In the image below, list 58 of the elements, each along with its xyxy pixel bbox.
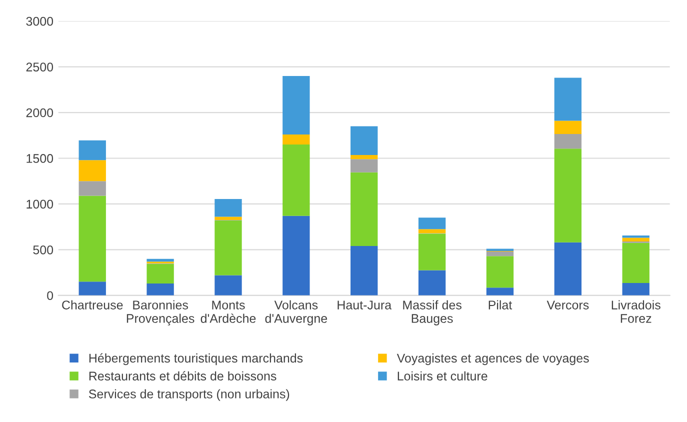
bar [418, 234, 446, 270]
y-tick-label: 2000 [26, 108, 54, 118]
bar [146, 284, 174, 296]
bar [350, 246, 378, 296]
x-tick-label: Baronnies Provençales [126, 300, 194, 326]
bar [554, 78, 582, 121]
bar [554, 120, 582, 134]
x-tick-label: Pilat [488, 300, 512, 310]
x-tick-label: Chartreuse [62, 300, 123, 310]
x-tick-label: Haut-Jura [338, 300, 392, 310]
bar [418, 229, 446, 234]
x-tick-label: Vercors [546, 300, 589, 310]
x-tick-label: Livradois Forez [612, 300, 660, 323]
bar [78, 160, 106, 182]
bar [282, 134, 310, 145]
bar [282, 76, 310, 134]
bar [350, 159, 378, 172]
x-tick-label: Volcans d'Auvergne [265, 300, 328, 326]
bar [282, 144, 310, 216]
bar [214, 198, 242, 217]
bar [418, 218, 446, 230]
bar [554, 148, 582, 242]
bar [622, 242, 650, 284]
bar [622, 283, 650, 296]
legend-label: Hébergements touristiques marchands [89, 353, 303, 366]
bar [554, 242, 582, 296]
bar [418, 270, 446, 296]
y-tick-label: 500 [33, 245, 54, 254]
bar [78, 181, 106, 196]
y-tick-label: 2500 [26, 62, 54, 72]
y-tick-label: 3000 [26, 16, 54, 26]
bar [554, 134, 582, 149]
legend-label: Voyagistes et agences de voyages [396, 353, 589, 366]
bar [214, 220, 242, 276]
legend-label: Restaurants et débits de boissons [89, 371, 276, 381]
bar [282, 216, 310, 296]
bar [78, 282, 106, 296]
bar [622, 238, 650, 242]
bar [146, 258, 174, 262]
x-tick-label: Massif des Bauges [403, 300, 462, 326]
bar [486, 252, 514, 256]
bar [214, 216, 242, 220]
bar [214, 275, 242, 296]
legend-label: Loisirs et culture [398, 371, 488, 381]
y-tick-label: 1500 [26, 154, 54, 163]
x-tick-label: Monts d'Ardèche [200, 300, 256, 323]
bar [486, 248, 514, 252]
y-tick-label: 0 [47, 291, 54, 300]
y-tick-label: 1000 [26, 200, 54, 209]
bar [350, 126, 378, 156]
bar [78, 140, 106, 160]
bar [78, 196, 106, 282]
legend-label: Services de transports (non urbains) [88, 389, 290, 401]
bar [350, 155, 378, 160]
bar [350, 172, 378, 246]
bar [486, 288, 514, 296]
bar [146, 264, 174, 284]
bar [486, 256, 514, 288]
